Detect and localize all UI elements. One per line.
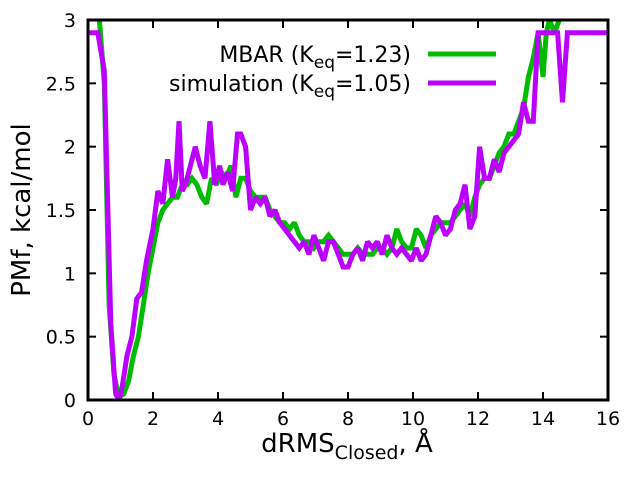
x-axis-label: dRMSClosed, Å (261, 427, 433, 464)
legend-label-mbar: MBAR (Keq=1.23) (219, 43, 411, 73)
series-line-simulation (88, 30, 608, 400)
legend-label-simulation: simulation (Keq=1.05) (169, 72, 411, 102)
y-tick-label: 0 (64, 390, 76, 412)
y-tick-label: 1.5 (46, 200, 76, 222)
x-tick-label: 16 (596, 408, 620, 430)
x-tick-label: 12 (466, 408, 490, 430)
y-tick-label: 0.5 (46, 327, 76, 349)
series-layer (88, 20, 608, 400)
y-tick-label: 1 (64, 263, 76, 285)
x-tick-label: 10 (401, 408, 425, 430)
y-tick-label: 3 (64, 10, 76, 32)
x-tick-label: 0 (82, 408, 94, 430)
y-tick-label: 2.5 (46, 73, 76, 95)
y-tick-label: 2 (64, 137, 76, 159)
x-tick-label: 6 (277, 408, 289, 430)
legend: MBAR (Keq=1.23)simulation (Keq=1.05) (169, 43, 496, 102)
x-tick-label: 8 (342, 408, 354, 430)
x-tick-label: 14 (531, 408, 555, 430)
y-axis-label: PMf, kcal/mol (7, 123, 37, 297)
x-tick-label: 2 (147, 408, 159, 430)
x-tick-label: 4 (212, 408, 224, 430)
ticks-layer: 0 2 4 6 8 10 12 14 16 0 0.5 1 1.5 2 2.5 3 (46, 10, 620, 430)
